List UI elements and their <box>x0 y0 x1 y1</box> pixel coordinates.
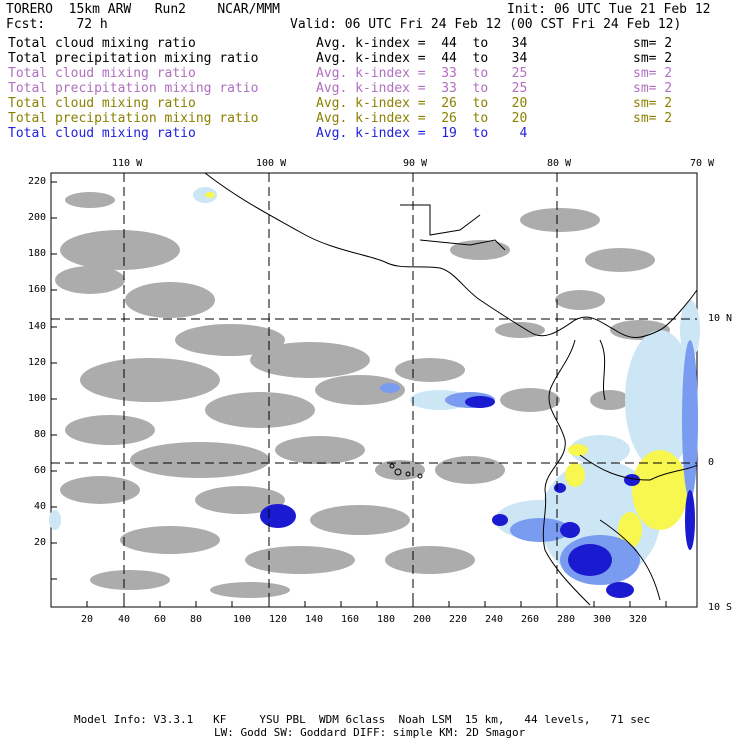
lon-label: 100 W <box>256 158 287 169</box>
legend-field: Total cloud mixing ratio <box>8 66 196 81</box>
legend-field: Total cloud mixing ratio <box>8 126 196 141</box>
legend-kindex: Avg. k-index = 19 to 4 <box>316 126 528 141</box>
lon-label: 90 W <box>403 158 428 169</box>
y-tick-label: 180 <box>27 248 46 259</box>
y-tick-marks <box>51 181 57 580</box>
x-tick-label: 320 <box>629 614 648 625</box>
x-tick-label: 240 <box>485 614 504 625</box>
x-tick-label: 40 <box>118 614 131 625</box>
cloud-field-gray <box>55 192 670 598</box>
x-tick-label: 220 <box>449 614 468 625</box>
lon-label: 70 W <box>690 158 715 169</box>
model-physics: LW: Godd SW: Goddard DIFF: simple KM: 2D… <box>214 726 526 739</box>
legend-kindex: Avg. k-index = 44 to 34 <box>316 51 528 66</box>
lon-label: 80 W <box>547 158 572 169</box>
legend-sm: sm= 2 <box>633 36 673 51</box>
x-tick-label: 100 <box>233 614 252 625</box>
x-tick-label: 260 <box>521 614 540 625</box>
y-tick-label: 160 <box>27 284 46 295</box>
y-tick-label: 40 <box>33 501 46 512</box>
x-tick-label: 20 <box>81 614 94 625</box>
lat-label: 0 <box>708 457 715 468</box>
legend-kindex: Avg. k-index = 26 to 20 <box>316 111 528 126</box>
legend-kindex: Avg. k-index = 33 to 25 <box>316 81 528 96</box>
y-tick-label: 20 <box>33 537 46 548</box>
legend-kindex: Avg. k-index = 44 to 34 <box>316 36 528 51</box>
y-tick-label: 120 <box>27 357 46 368</box>
legend-kindex: Avg. k-index = 26 to 20 <box>316 96 528 111</box>
valid-time: Valid: 06 UTC Fri 24 Feb 12 (00 CST Fri … <box>290 17 682 32</box>
legend-sm: sm= 2 <box>633 111 673 126</box>
legend-field: Total precipitation mixing ratio <box>8 51 259 66</box>
y-tick-label: 100 <box>27 393 46 404</box>
legend-sm: sm= 2 <box>633 66 673 81</box>
model-info: Model Info: V3.3.1 KF YSU PBL WDM 6class… <box>74 713 651 726</box>
cloud-field-deep-blue <box>260 396 695 598</box>
legend-field: Total precipitation mixing ratio <box>8 111 259 126</box>
legend-sm: sm= 2 <box>633 96 673 111</box>
x-tick-label: 60 <box>154 614 167 625</box>
y-tick-label: 60 <box>33 465 46 476</box>
legend-sm: sm= 2 <box>633 81 673 96</box>
forecast-hour: Fcst: 72 h <box>6 17 108 32</box>
y-tick-label: 140 <box>27 321 46 332</box>
init-time: Init: 06 UTC Tue 21 Feb 12 <box>507 2 711 17</box>
coastlines <box>204 172 698 606</box>
legend-kindex: Avg. k-index = 33 to 25 <box>316 66 528 81</box>
y-tick-label: 200 <box>27 212 46 223</box>
lon-label: 110 W <box>112 158 143 169</box>
lat-label: 10 S <box>708 602 733 613</box>
legend-field: Total precipitation mixing ratio <box>8 81 259 96</box>
x-tick-label: 120 <box>269 614 288 625</box>
x-tick-label: 280 <box>557 614 576 625</box>
x-tick-label: 200 <box>413 614 432 625</box>
x-tick-label: 180 <box>377 614 396 625</box>
legend-field: Total cloud mixing ratio <box>8 36 196 51</box>
x-tick-label: 160 <box>341 614 360 625</box>
x-tick-marks <box>86 601 667 607</box>
graticule <box>51 173 697 607</box>
x-tick-label: 140 <box>305 614 324 625</box>
y-tick-label: 80 <box>33 429 46 440</box>
y-tick-label: 220 <box>27 176 46 187</box>
legend-sm: sm= 2 <box>633 51 673 66</box>
x-tick-label: 80 <box>190 614 203 625</box>
legend-field: Total cloud mixing ratio <box>8 96 196 111</box>
field-yellow <box>205 192 688 548</box>
x-tick-label: 300 <box>593 614 612 625</box>
galapagos-islands <box>389 463 423 479</box>
lat-label: 10 N <box>708 313 733 324</box>
model-title: TORERO 15km ARW Run2 NCAR/MMM <box>6 2 280 17</box>
